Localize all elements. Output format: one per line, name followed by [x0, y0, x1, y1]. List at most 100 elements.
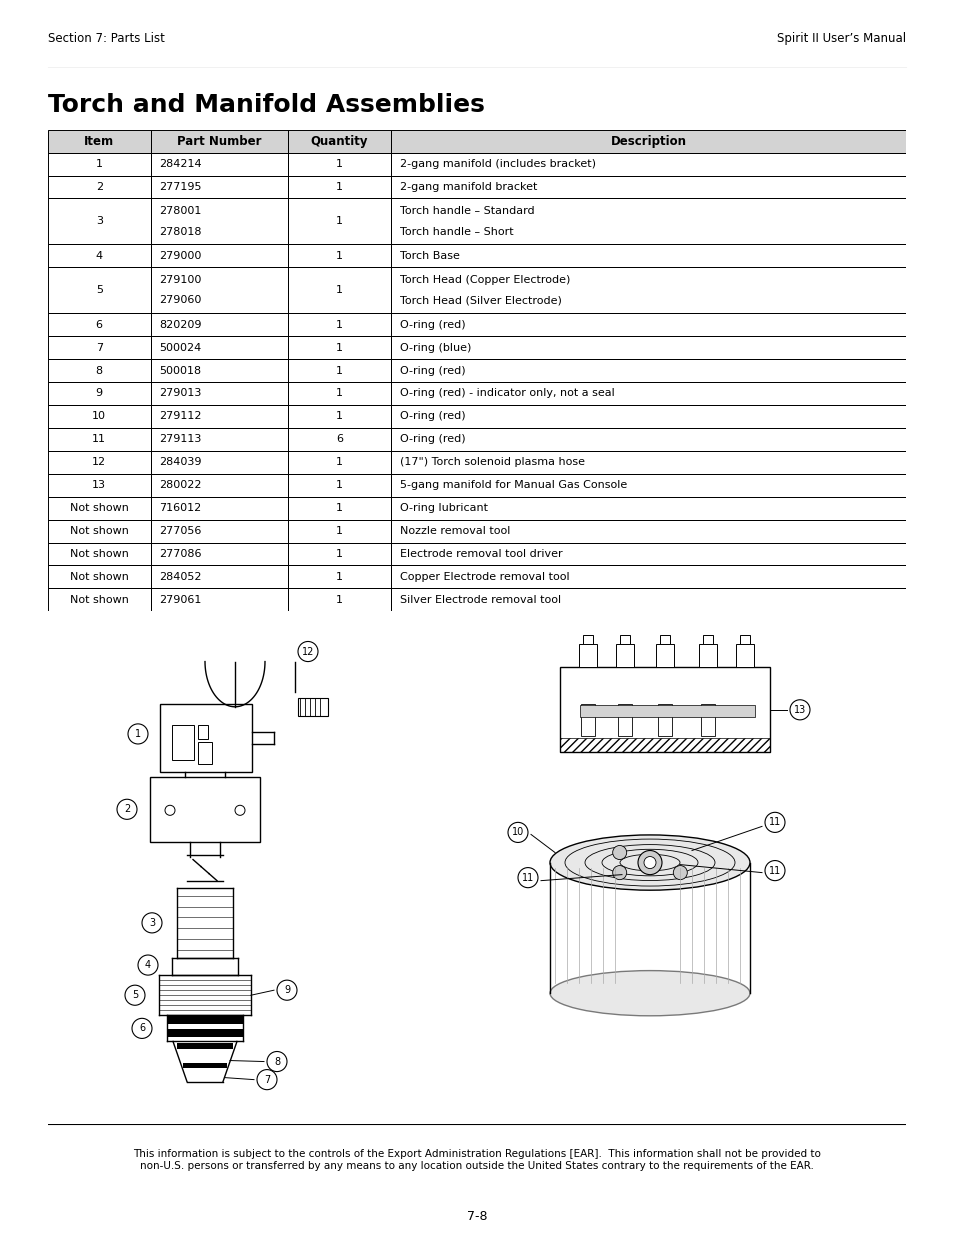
Text: 13: 13: [793, 705, 805, 715]
Text: 1: 1: [335, 182, 343, 191]
Bar: [167, 1016, 243, 1024]
Text: 7: 7: [95, 342, 103, 352]
Ellipse shape: [550, 835, 749, 890]
Text: O-ring (red): O-ring (red): [399, 366, 465, 375]
Text: 7: 7: [264, 1074, 270, 1084]
Text: 10: 10: [512, 827, 523, 837]
Text: 284214: 284214: [159, 159, 202, 169]
Text: 277056: 277056: [159, 526, 201, 536]
Bar: [198, 742, 212, 764]
Text: 1: 1: [335, 342, 343, 352]
Bar: [616, 645, 634, 667]
Bar: [297, 698, 328, 716]
Bar: [167, 1030, 243, 1037]
Circle shape: [128, 724, 148, 743]
Circle shape: [764, 861, 784, 881]
Text: 279113: 279113: [159, 435, 201, 445]
Text: 1: 1: [335, 389, 343, 399]
Circle shape: [234, 805, 245, 815]
Text: 5: 5: [95, 285, 103, 295]
Circle shape: [517, 867, 537, 888]
Text: 1: 1: [335, 480, 343, 490]
Text: 4: 4: [95, 251, 103, 261]
Text: O-ring (red) - indicator only, not a seal: O-ring (red) - indicator only, not a sea…: [399, 389, 614, 399]
Text: 7-8: 7-8: [466, 1210, 487, 1223]
Text: 280022: 280022: [159, 480, 202, 490]
Text: 9: 9: [284, 986, 290, 995]
Bar: [740, 636, 749, 645]
Circle shape: [612, 846, 626, 860]
Bar: [580, 704, 595, 736]
Bar: [183, 1062, 227, 1067]
Text: Spirit II User’s Manual: Spirit II User’s Manual: [777, 32, 905, 44]
Text: 279061: 279061: [159, 595, 201, 605]
Text: 500024: 500024: [159, 342, 201, 352]
Text: 1: 1: [335, 457, 343, 467]
Text: 1: 1: [335, 251, 343, 261]
Text: 279000: 279000: [159, 251, 201, 261]
Circle shape: [789, 700, 809, 720]
Text: 11: 11: [768, 818, 781, 827]
Circle shape: [165, 805, 174, 815]
Text: 2: 2: [124, 804, 130, 814]
Text: Copper Electrode removal tool: Copper Electrode removal tool: [399, 572, 569, 582]
FancyBboxPatch shape: [48, 130, 151, 153]
Text: O-ring (red): O-ring (red): [399, 435, 465, 445]
Text: 6: 6: [95, 320, 103, 330]
Text: 277195: 277195: [159, 182, 202, 191]
Circle shape: [256, 1070, 276, 1089]
Circle shape: [764, 813, 784, 832]
Bar: [172, 725, 193, 760]
Text: This information is subject to the controls of the Export Administration Regulat: This information is subject to the contr…: [132, 1150, 821, 1171]
Text: 1: 1: [335, 550, 343, 559]
Bar: [658, 704, 671, 736]
Text: 278001: 278001: [159, 206, 201, 216]
Text: 1: 1: [335, 526, 343, 536]
Text: 1: 1: [335, 595, 343, 605]
Text: 11: 11: [768, 866, 781, 876]
Bar: [559, 739, 769, 752]
Text: 1: 1: [335, 411, 343, 421]
Bar: [559, 667, 769, 752]
Text: Torch Head (Copper Electrode): Torch Head (Copper Electrode): [399, 275, 570, 285]
Bar: [578, 645, 597, 667]
Text: O-ring (red): O-ring (red): [399, 411, 465, 421]
Bar: [702, 636, 712, 645]
Text: Part Number: Part Number: [177, 135, 261, 148]
Text: 4: 4: [145, 960, 151, 969]
Text: 1: 1: [335, 503, 343, 513]
Bar: [619, 636, 629, 645]
Bar: [160, 704, 252, 772]
Text: 2-gang manifold (includes bracket): 2-gang manifold (includes bracket): [399, 159, 595, 169]
Text: Description: Description: [610, 135, 686, 148]
Text: Not shown: Not shown: [70, 595, 129, 605]
Circle shape: [138, 955, 158, 976]
Text: 12: 12: [301, 647, 314, 657]
FancyBboxPatch shape: [151, 130, 288, 153]
Text: Not shown: Not shown: [70, 572, 129, 582]
Text: 11: 11: [521, 873, 534, 883]
Text: Torch Base: Torch Base: [399, 251, 459, 261]
Text: 277086: 277086: [159, 550, 202, 559]
Text: 500018: 500018: [159, 366, 201, 375]
Text: 278018: 278018: [159, 226, 202, 237]
Text: Nozzle removal tool: Nozzle removal tool: [399, 526, 510, 536]
Text: O-ring (blue): O-ring (blue): [399, 342, 471, 352]
Text: 3: 3: [95, 216, 103, 226]
Text: 1: 1: [335, 216, 343, 226]
Text: 284052: 284052: [159, 572, 202, 582]
Text: 2: 2: [95, 182, 103, 191]
Circle shape: [297, 641, 317, 662]
Bar: [699, 645, 717, 667]
Text: 1: 1: [134, 729, 141, 739]
Text: 1: 1: [335, 285, 343, 295]
Bar: [700, 704, 714, 736]
Text: O-ring lubricant: O-ring lubricant: [399, 503, 487, 513]
Circle shape: [276, 981, 296, 1000]
Circle shape: [125, 986, 145, 1005]
Text: 6: 6: [335, 435, 343, 445]
Circle shape: [142, 913, 162, 932]
Text: Item: Item: [84, 135, 114, 148]
FancyBboxPatch shape: [391, 130, 905, 153]
Text: Torch handle – Short: Torch handle – Short: [399, 226, 513, 237]
